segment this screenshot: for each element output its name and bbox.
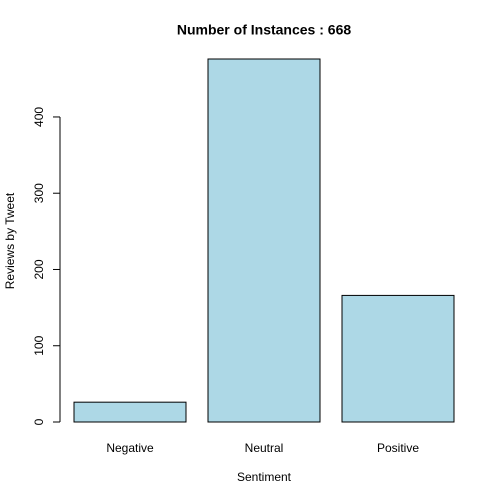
y-tick-label: 0 xyxy=(32,418,46,425)
y-tick-label: 400 xyxy=(32,107,46,127)
x-tick-label: Positive xyxy=(377,441,419,455)
bar xyxy=(341,294,455,423)
x-tick-label: Neutral xyxy=(245,441,284,455)
y-axis-label: Reviews by Tweet xyxy=(3,192,17,289)
bar xyxy=(73,401,187,423)
y-tick-label: 200 xyxy=(32,259,46,279)
bar xyxy=(207,58,321,423)
x-axis-label: Sentiment xyxy=(237,470,292,484)
y-tick-label: 100 xyxy=(32,335,46,355)
chart-title: Number of Instances : 668 xyxy=(177,22,351,38)
x-tick-label: Negative xyxy=(106,441,154,455)
y-tick-label: 300 xyxy=(32,183,46,203)
